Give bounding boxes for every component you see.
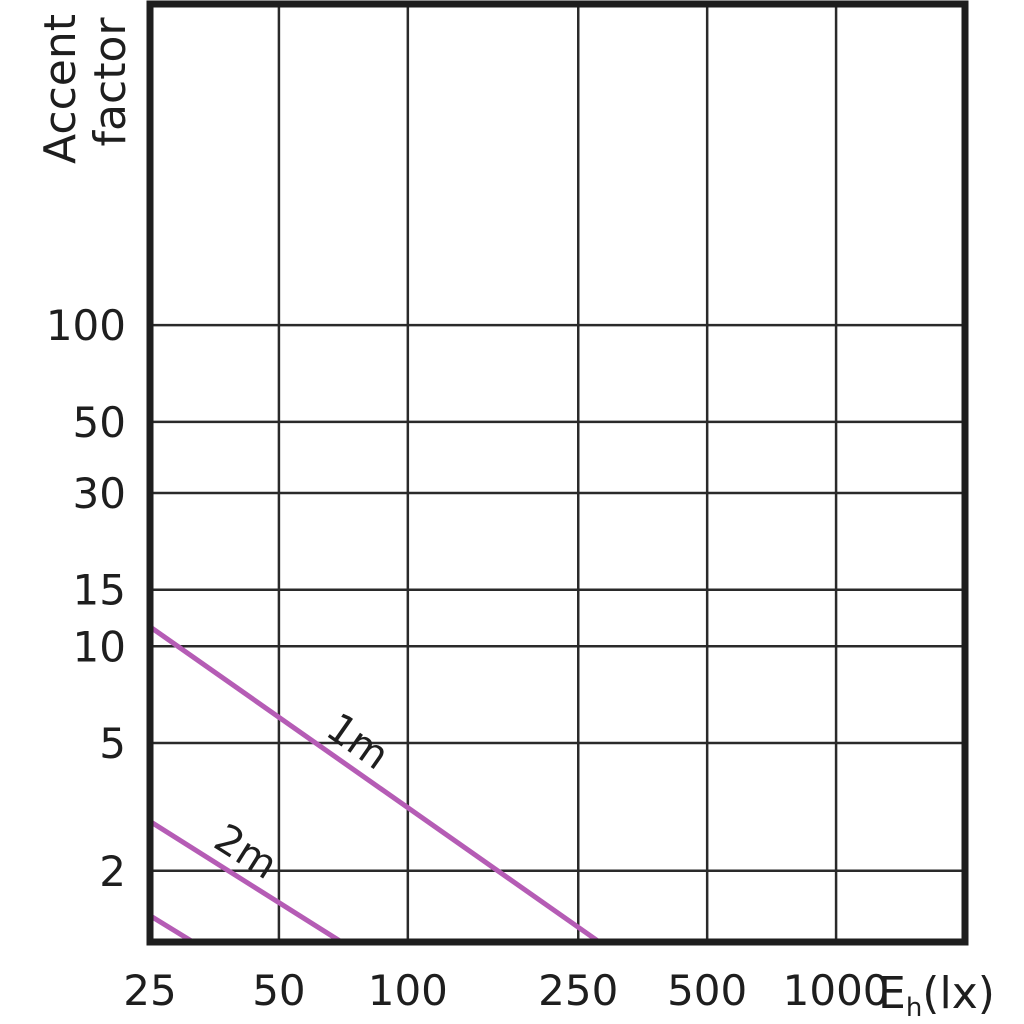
- x-tick-labels: 25 50 100 250 500 1000: [123, 966, 889, 1015]
- curve-label-1m: 1m: [318, 705, 397, 780]
- y-tick-label-30: 30: [73, 469, 126, 518]
- curve-label-2m: 2m: [206, 815, 285, 888]
- x-tick-label-25: 25: [123, 966, 176, 1015]
- y-tick-label-2: 2: [99, 847, 126, 896]
- series-line-1m: [148, 624, 601, 945]
- x-tick-label-100: 100: [368, 966, 448, 1015]
- x-tick-label-250: 250: [538, 966, 618, 1015]
- plot-frame: [146, 0, 969, 946]
- x-tick-label-50: 50: [252, 966, 305, 1015]
- x-tick-label-500: 500: [667, 966, 747, 1015]
- y-tick-label-50: 50: [73, 398, 126, 447]
- y-tick-label-10: 10: [73, 622, 126, 671]
- series-line-2m: [148, 819, 343, 945]
- x-axis-title: Eh(lx): [878, 968, 995, 1023]
- series-lines: [148, 624, 601, 945]
- series-line-unlabeled-3: [148, 913, 195, 945]
- y-tick-labels: 2 5 10 15 30 50 100: [46, 301, 126, 896]
- y-tick-label-100: 100: [46, 301, 126, 350]
- y-tick-label-15: 15: [73, 566, 126, 615]
- grid: [150, 4, 965, 942]
- y-tick-label-5: 5: [99, 719, 126, 768]
- y-axis-title: Accent factor: [35, 0, 136, 164]
- x-tick-label-1000: 1000: [783, 966, 890, 1015]
